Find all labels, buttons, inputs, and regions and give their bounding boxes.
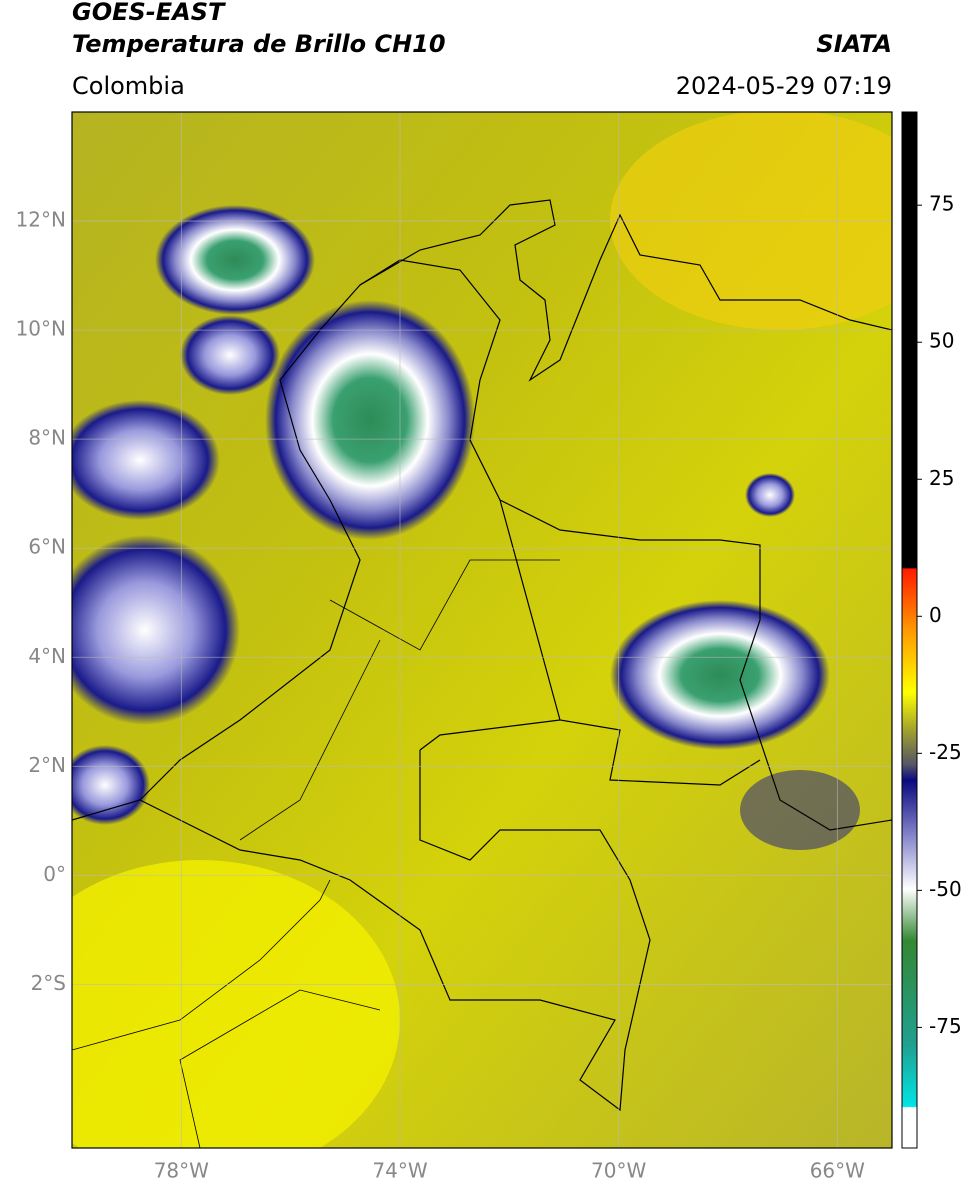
map-imagery [72,112,892,1148]
warm-region [610,112,892,330]
region-label: Colombia [72,72,185,100]
lat-label: 2°S [31,971,66,995]
lat-label: 0° [43,862,66,886]
colorbar [901,111,918,1149]
colorbar-label: -25 [929,740,962,764]
colorbar-label: 50 [929,329,954,353]
cloud-cluster [72,745,150,825]
map-frame [71,111,893,1149]
lat-label: 2°N [28,753,66,777]
cloud-cluster [745,473,795,517]
cloud-cluster [72,400,220,520]
lon-label: 70°W [591,1159,646,1183]
graticule [72,112,892,1148]
warm-region [72,860,400,1148]
cloud-cluster [610,600,830,750]
lon-label: 66°W [810,1159,865,1183]
lat-label: 6°N [28,535,66,559]
colorbar-label: -75 [929,1014,962,1038]
border [139,259,892,1112]
lat-label: 4°N [28,644,66,668]
colorbar-label: -50 [929,877,962,901]
lat-label: 12°N [16,208,66,232]
satellite-title: GOES-EAST [72,0,226,26]
cloud-cluster [265,300,475,540]
source-label: SIATA [816,30,892,58]
cloud-cluster [180,315,280,395]
cloud-cluster [155,205,315,315]
product-title: Temperatura de Brillo CH10 [72,30,446,58]
lat-label: 8°N [28,426,66,450]
lat-label: 10°N [16,317,66,341]
department-line [72,559,560,1148]
coastline [72,199,892,821]
lon-label: 78°W [154,1159,209,1183]
cloud-cluster [72,535,240,725]
cloud-cluster [740,770,860,850]
lon-label: 74°W [372,1159,427,1183]
datetime-label: 2024-05-29 07:19 [676,72,892,100]
colorbar-label: 75 [929,192,954,216]
colorbar-label: 0 [929,603,942,627]
colorbar-label: 25 [929,466,954,490]
